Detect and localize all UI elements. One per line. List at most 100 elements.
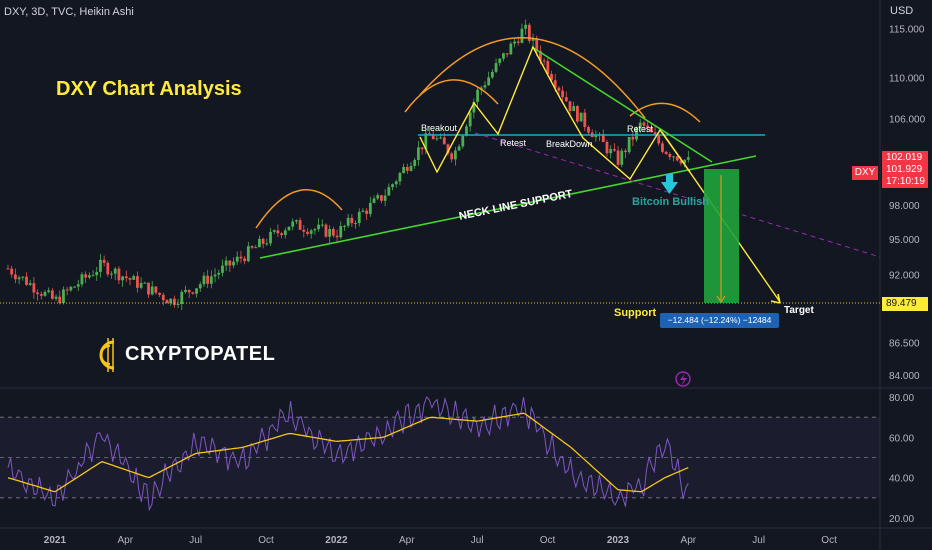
- candle-body: [657, 135, 661, 144]
- candle-body: [291, 221, 295, 227]
- candle-body: [224, 260, 228, 266]
- measure-tool[interactable]: [704, 169, 739, 303]
- candle-body: [672, 156, 675, 158]
- candle-body: [320, 224, 324, 226]
- candle-body: [50, 290, 54, 299]
- price-tick: 92.000: [889, 270, 920, 281]
- candle-body: [228, 260, 232, 266]
- candle-body: [624, 150, 627, 153]
- candle-body: [158, 292, 161, 295]
- candle-body: [6, 268, 10, 270]
- retest-label-1: Retest: [500, 138, 527, 148]
- candle-body: [683, 159, 687, 164]
- candle-body: [132, 276, 136, 280]
- arc-left-shoulder: [404, 79, 499, 113]
- candle-body: [428, 133, 431, 135]
- candle-body: [324, 224, 328, 237]
- candle-body: [535, 38, 539, 51]
- candle-body: [483, 85, 487, 88]
- candle-body: [461, 135, 465, 147]
- candle-body: [28, 283, 32, 285]
- candle-body: [195, 288, 198, 294]
- candle-body: [649, 127, 653, 133]
- candle-body: [557, 87, 561, 91]
- lightning-icon[interactable]: [675, 371, 691, 387]
- candle-body: [165, 300, 169, 304]
- symbol-header[interactable]: DXY, 3D, TVC, Heikin Ashi: [4, 6, 134, 18]
- candle-body: [150, 286, 154, 295]
- candle-body: [553, 80, 557, 88]
- candle-body: [579, 112, 583, 122]
- bitcoin-arrow-icon: [661, 174, 678, 194]
- candle-body: [409, 165, 413, 171]
- candle-body: [675, 156, 679, 161]
- candle-body: [354, 223, 357, 225]
- candle-body: [239, 256, 243, 259]
- candle-body: [21, 276, 25, 278]
- candle-body: [601, 134, 605, 143]
- candle-body: [546, 61, 550, 75]
- candle-body: [217, 272, 221, 275]
- candle-body: [309, 230, 313, 234]
- candle-body: [550, 74, 553, 81]
- candle-body: [176, 303, 180, 305]
- candle-body: [313, 229, 317, 231]
- time-axis[interactable]: 2021 Apr Jul Oct 2022 Apr Jul Oct 2023 Apr Jul Oct: [44, 535, 837, 546]
- candle-body: [39, 294, 43, 296]
- candle-body: [435, 138, 439, 140]
- candle-body: [453, 150, 457, 160]
- candle-body: [294, 220, 298, 222]
- candle-body: [513, 41, 516, 44]
- candle-body: [487, 77, 491, 86]
- candle-body: [612, 149, 616, 151]
- candle-body: [564, 97, 568, 102]
- candle-body: [638, 122, 642, 128]
- candle-body: [180, 291, 184, 304]
- candle-body: [420, 147, 424, 150]
- candle-body: [376, 195, 380, 199]
- price-axis[interactable]: 115.000 110.000 106.000 98.000 95.000 92.000 8…: [889, 24, 926, 381]
- support-label: Support: [614, 307, 657, 319]
- arc-head: [419, 37, 646, 119]
- candle-body: [576, 106, 579, 122]
- candle-body: [368, 202, 372, 214]
- candle-body: [620, 150, 624, 165]
- candle-body: [209, 276, 213, 284]
- candle-body: [243, 258, 247, 262]
- candle-body: [269, 231, 272, 244]
- candle-body: [457, 146, 461, 151]
- candle-body: [350, 217, 354, 224]
- time-tick: Apr: [681, 535, 697, 546]
- candle-body: [121, 276, 125, 281]
- neckline: [259, 155, 757, 259]
- candle-body: [442, 137, 446, 145]
- candle-body: [402, 166, 406, 174]
- candle-body: [361, 210, 365, 212]
- candle-body: [265, 243, 269, 245]
- bitcoin-bullish-label: Bitcoin Bullish: [632, 196, 709, 208]
- candle-body: [380, 195, 383, 201]
- time-tick: Oct: [540, 535, 556, 546]
- candle-body: [616, 150, 620, 165]
- candle-body: [335, 235, 339, 238]
- candle-body: [298, 220, 302, 230]
- candle-body: [73, 286, 76, 288]
- rsi-ma-line: [7, 412, 689, 493]
- candle-body: [280, 233, 284, 236]
- candle-body: [502, 53, 505, 59]
- price-tick: 106.000: [889, 114, 926, 125]
- candle-body: [32, 283, 36, 293]
- rsi-tick: 80.00: [889, 393, 914, 404]
- price-tick: 115.000: [889, 24, 925, 35]
- candle-body: [357, 211, 361, 224]
- candle-body: [87, 275, 91, 278]
- candle-body: [95, 271, 99, 276]
- candle-body: [394, 181, 398, 185]
- candle-body: [261, 238, 265, 244]
- candle-body: [635, 127, 638, 140]
- price-tick: 86.500: [889, 338, 920, 349]
- candle-body: [516, 41, 520, 43]
- candle-body: [383, 195, 387, 201]
